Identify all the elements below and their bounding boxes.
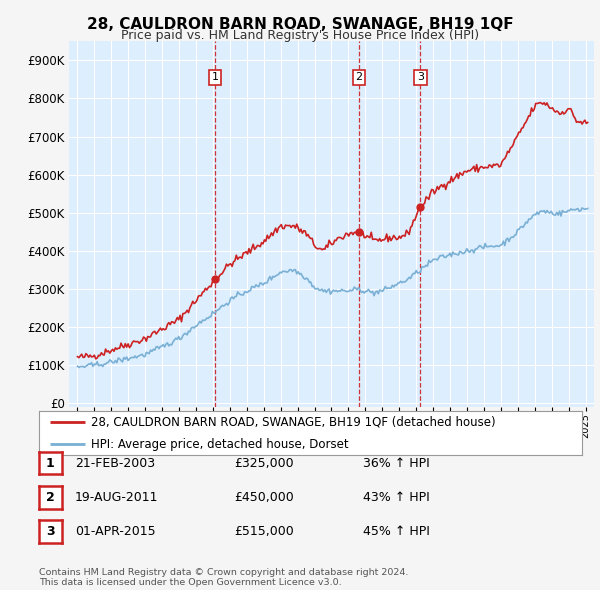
Text: 1: 1 — [46, 457, 55, 470]
Text: Price paid vs. HM Land Registry's House Price Index (HPI): Price paid vs. HM Land Registry's House … — [121, 30, 479, 42]
Text: £515,000: £515,000 — [234, 525, 294, 538]
Text: Contains HM Land Registry data © Crown copyright and database right 2024.
This d: Contains HM Land Registry data © Crown c… — [39, 568, 409, 587]
Text: 01-APR-2015: 01-APR-2015 — [75, 525, 155, 538]
Text: 28, CAULDRON BARN ROAD, SWANAGE, BH19 1QF: 28, CAULDRON BARN ROAD, SWANAGE, BH19 1Q… — [86, 17, 514, 31]
Text: 19-AUG-2011: 19-AUG-2011 — [75, 491, 158, 504]
Text: 21-FEB-2003: 21-FEB-2003 — [75, 457, 155, 470]
Text: 2: 2 — [356, 73, 362, 83]
Text: 2: 2 — [46, 491, 55, 504]
Text: 3: 3 — [417, 73, 424, 83]
Text: 3: 3 — [46, 525, 55, 538]
Text: 45% ↑ HPI: 45% ↑ HPI — [363, 525, 430, 538]
Text: 1: 1 — [212, 73, 218, 83]
Text: £325,000: £325,000 — [234, 457, 293, 470]
Text: HPI: Average price, detached house, Dorset: HPI: Average price, detached house, Dors… — [91, 438, 348, 451]
Text: 28, CAULDRON BARN ROAD, SWANAGE, BH19 1QF (detached house): 28, CAULDRON BARN ROAD, SWANAGE, BH19 1Q… — [91, 416, 495, 429]
Text: £450,000: £450,000 — [234, 491, 294, 504]
Text: 43% ↑ HPI: 43% ↑ HPI — [363, 491, 430, 504]
Text: 36% ↑ HPI: 36% ↑ HPI — [363, 457, 430, 470]
